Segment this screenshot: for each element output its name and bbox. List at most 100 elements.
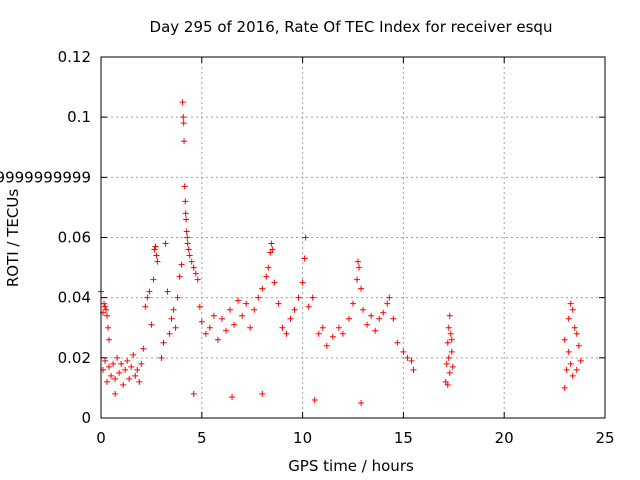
y-tick-label: 0.07999999999999999	[0, 168, 91, 186]
data-point	[251, 306, 258, 313]
data-point	[255, 294, 262, 301]
data-point	[291, 306, 298, 313]
data-point	[194, 276, 201, 283]
data-point	[132, 372, 139, 379]
data-point	[222, 327, 229, 334]
data-point	[442, 378, 449, 385]
data-point	[140, 345, 147, 352]
data-point	[315, 330, 322, 337]
data-point	[128, 363, 135, 370]
data-point	[172, 324, 179, 331]
data-point	[227, 306, 234, 313]
data-point	[116, 369, 123, 376]
data-point	[376, 315, 383, 322]
data-point	[309, 294, 316, 301]
data-point	[305, 303, 312, 310]
data-point	[287, 315, 294, 322]
data-point	[577, 357, 584, 364]
data-point	[182, 198, 189, 205]
data-point	[154, 258, 161, 265]
data-point	[345, 315, 352, 322]
data-point	[571, 324, 578, 331]
data-point	[569, 372, 576, 379]
data-point	[268, 240, 275, 247]
data-point	[263, 273, 270, 280]
data-point	[210, 312, 217, 319]
data-point	[102, 357, 109, 364]
data-point	[158, 354, 165, 361]
data-point	[447, 330, 454, 337]
x-tick-label: 10	[293, 429, 312, 447]
data-point	[445, 324, 452, 331]
data-point	[339, 330, 346, 337]
data-point	[148, 321, 155, 328]
data-point	[295, 294, 302, 301]
data-point	[358, 399, 365, 406]
data-point	[445, 354, 452, 361]
data-point	[410, 366, 417, 373]
data-point	[380, 309, 387, 316]
data-point	[118, 360, 125, 367]
data-point	[144, 294, 151, 301]
data-point	[565, 348, 572, 355]
data-point	[231, 321, 238, 328]
data-point	[112, 375, 119, 382]
data-point	[184, 234, 191, 241]
data-point	[181, 138, 188, 145]
data-point	[160, 339, 167, 346]
data-point	[311, 396, 318, 403]
data-point	[183, 216, 190, 223]
data-point	[444, 381, 451, 388]
data-point	[446, 369, 453, 376]
data-point	[569, 306, 576, 313]
data-point	[126, 375, 133, 382]
data-point	[360, 306, 367, 313]
data-point	[170, 306, 177, 313]
data-point	[259, 390, 266, 397]
y-tick-label: 0.12	[58, 48, 91, 66]
data-point	[183, 228, 190, 235]
y-tick-label: 0.06	[58, 229, 91, 247]
data-point	[335, 324, 342, 331]
data-point	[186, 252, 193, 259]
data-point	[146, 288, 153, 295]
y-axis-label: ROTI / TECUs	[4, 189, 22, 287]
data-point	[180, 120, 187, 127]
data-point	[319, 324, 326, 331]
data-point	[575, 342, 582, 349]
data-point	[152, 243, 159, 250]
data-point	[271, 279, 278, 286]
y-tick-label: 0.04	[58, 289, 91, 307]
data-point	[355, 258, 362, 265]
data-points	[98, 99, 584, 406]
data-point	[114, 354, 121, 361]
data-point	[102, 303, 109, 310]
data-point	[190, 390, 197, 397]
data-point	[448, 348, 455, 355]
data-point	[136, 378, 143, 385]
data-point	[202, 330, 209, 337]
data-point	[196, 303, 203, 310]
data-point	[384, 300, 391, 307]
data-point	[103, 306, 110, 313]
data-point	[180, 114, 187, 121]
data-point	[390, 315, 397, 322]
data-point	[188, 258, 195, 265]
data-point	[168, 315, 175, 322]
data-point	[265, 264, 272, 271]
axis-ticks: 0 5 10 15 20 25 0 0.02 0.04 0.06 0.079999999999999…	[0, 48, 615, 447]
data-point	[153, 252, 160, 259]
data-point	[179, 99, 186, 106]
data-point	[214, 336, 221, 343]
data-point	[563, 366, 570, 373]
data-point	[198, 318, 205, 325]
data-point	[275, 300, 282, 307]
data-point	[229, 393, 236, 400]
x-axis-label: GPS time / hours	[288, 457, 414, 475]
data-point	[106, 336, 113, 343]
data-point	[134, 366, 141, 373]
data-point	[239, 312, 246, 319]
data-point	[267, 249, 274, 256]
